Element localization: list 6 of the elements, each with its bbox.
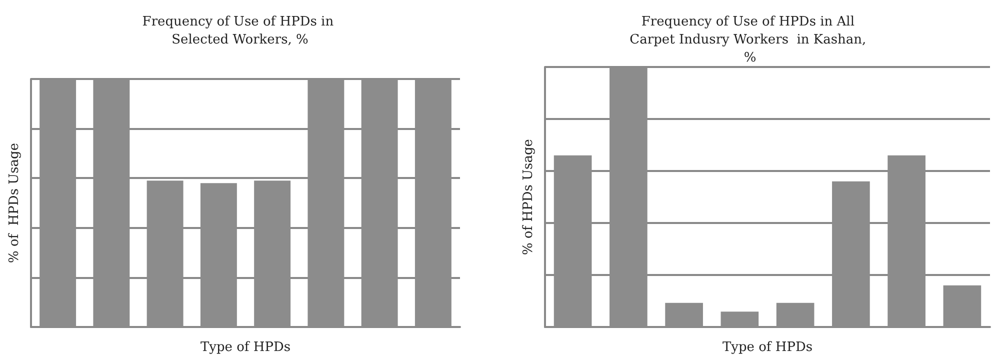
- x-axis-title: Type of HPDs: [722, 340, 813, 355]
- chart-title: Frequency of Use of HPDs in All Carpet Indusry Workers in Kashan, %: [630, 14, 870, 66]
- y-axis-title: % of HPDs Usage: [7, 142, 22, 264]
- chart-title: Frequency of Use of HPDs in Selected Workers, %: [142, 14, 338, 48]
- x-axis-title: Type of HPDs: [200, 340, 291, 355]
- y-axis-title: % of HPDs Usage: [521, 138, 536, 255]
